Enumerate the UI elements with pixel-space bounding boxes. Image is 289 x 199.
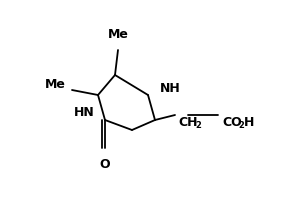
Text: HN: HN — [74, 105, 95, 118]
Text: Me: Me — [108, 28, 128, 42]
Text: NH: NH — [160, 82, 181, 95]
Text: 2: 2 — [195, 122, 201, 131]
Text: CO: CO — [222, 115, 242, 129]
Text: 2: 2 — [238, 122, 244, 131]
Text: Me: Me — [45, 78, 65, 92]
Text: H: H — [244, 115, 254, 129]
Text: O: O — [100, 158, 110, 172]
Text: CH: CH — [178, 115, 197, 129]
